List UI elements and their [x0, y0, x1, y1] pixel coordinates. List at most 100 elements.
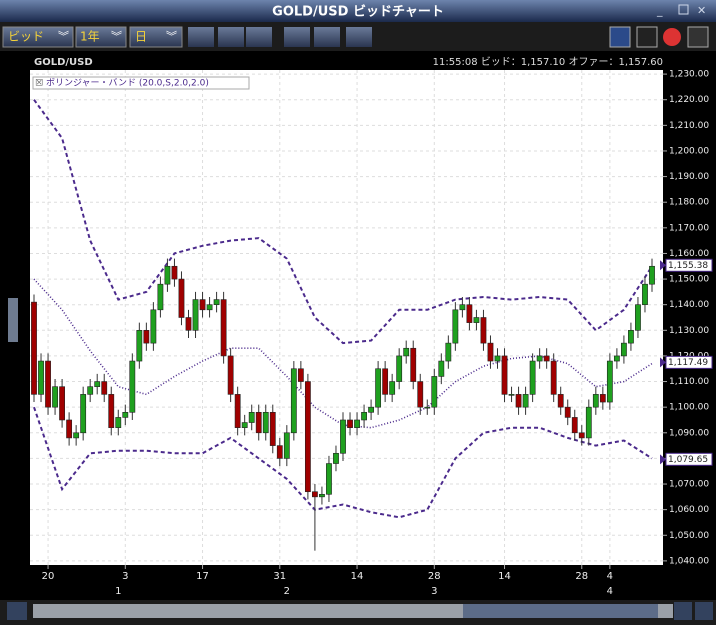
candle-body	[143, 330, 150, 344]
candle-body	[115, 417, 122, 428]
candle-body	[290, 368, 297, 434]
pin-tool[interactable]	[218, 27, 244, 47]
period-select[interactable]	[75, 26, 127, 48]
band-upper	[33, 99, 653, 345]
y-tick-label: 1,190.00	[669, 172, 709, 182]
candle-body	[312, 491, 318, 498]
zoom-in-button[interactable]	[674, 602, 692, 620]
chart: 1,040.001,050.001,060.001,070.001,080.00…	[30, 70, 713, 597]
x-tick-label: 31	[273, 571, 286, 582]
candle-body	[424, 406, 431, 409]
candle-body	[438, 360, 445, 377]
chart-button[interactable]	[636, 26, 658, 48]
print-tool[interactable]	[284, 27, 310, 47]
y-tick-label: 1,170.00	[669, 223, 709, 233]
layout-button[interactable]	[609, 26, 631, 48]
side-tab[interactable]	[8, 298, 18, 342]
minimize-button[interactable]: _	[656, 4, 663, 17]
indicator-tool[interactable]	[314, 27, 340, 47]
candle-body	[642, 283, 648, 305]
quote-info: 11:55:08 ビッド：1,157.10 オファー：1,157.60	[433, 56, 663, 68]
list-button[interactable]	[687, 26, 709, 48]
x-month-label: 4	[607, 586, 613, 597]
price-tag-label: 1,117.49	[668, 358, 708, 368]
candle-body	[255, 411, 262, 434]
candle-body	[108, 394, 115, 428]
y-tick-label: 1,140.00	[669, 300, 709, 310]
x-tick-label: 17	[196, 571, 209, 582]
period-select-label: 1年	[80, 30, 100, 44]
candle-body	[157, 283, 164, 311]
interval-select-label: 日	[135, 30, 147, 44]
candle-body	[487, 342, 494, 362]
candle-body	[31, 301, 37, 395]
price-select-label: ビッド	[8, 30, 44, 44]
candle-body	[649, 265, 655, 285]
x-month-label: 1	[115, 586, 121, 597]
x-tick-label: 28	[575, 571, 588, 582]
candle-body	[199, 299, 206, 311]
candle-body	[283, 432, 290, 459]
candle-body	[73, 432, 80, 439]
y-tick-label: 1,230.00	[669, 70, 709, 80]
candle-body	[628, 330, 634, 344]
candle-body	[389, 381, 396, 395]
y-tick-label: 1,100.00	[669, 403, 709, 413]
candle-body	[613, 355, 620, 362]
candle-body	[333, 452, 339, 464]
candle-body	[122, 411, 129, 418]
candle-body	[234, 394, 241, 428]
candle-body	[592, 394, 599, 408]
candle-body	[262, 411, 269, 434]
candle-body	[297, 368, 304, 382]
candle-body	[543, 355, 550, 362]
candle-body	[136, 330, 143, 362]
price-tag-arrow	[660, 454, 666, 465]
candle-body	[599, 394, 606, 403]
x-month-label: 3	[431, 586, 437, 597]
y-tick-label: 1,150.00	[669, 275, 709, 285]
brush-tool[interactable]	[246, 27, 272, 47]
y-tick-label: 1,210.00	[669, 121, 709, 131]
candle-body	[459, 304, 466, 311]
draw-tool[interactable]	[188, 27, 214, 47]
y-tick-label: 1,090.00	[669, 428, 709, 438]
candle-body	[94, 381, 101, 387]
expand-button[interactable]	[7, 602, 27, 620]
x-tick-label: 14	[351, 571, 364, 582]
candle-body	[606, 360, 613, 403]
candle-body	[635, 304, 641, 331]
y-tick-label: 1,220.00	[669, 95, 709, 105]
price-select[interactable]	[2, 26, 74, 48]
candle-body	[396, 355, 403, 382]
candle-body	[192, 299, 199, 331]
candle-body	[171, 265, 178, 280]
candle-body	[410, 347, 417, 382]
zoom-out-button[interactable]	[695, 602, 713, 620]
candle-body	[304, 381, 311, 493]
candle-body	[150, 309, 157, 344]
close-button[interactable]: ✕	[697, 4, 706, 17]
dropdown-arrow: ︾	[166, 30, 177, 43]
candle-body	[213, 299, 220, 305]
candle-body	[368, 406, 374, 413]
candle-body	[227, 355, 234, 395]
candle-body	[417, 381, 424, 408]
grid-tool[interactable]	[346, 27, 372, 47]
candle-body	[164, 265, 171, 285]
alert-button[interactable]	[663, 28, 681, 46]
maximize-button[interactable]	[678, 4, 689, 15]
y-tick-label: 1,130.00	[669, 326, 709, 336]
symbol: GOLD/USD	[34, 57, 93, 68]
candle-body	[564, 406, 571, 418]
indicator-close: ☒	[35, 79, 43, 89]
candle-body	[621, 342, 627, 357]
scrollbar-thumb[interactable]	[463, 604, 658, 618]
candle-body	[431, 376, 438, 408]
indicator-box	[32, 76, 250, 90]
candle-body	[354, 419, 360, 428]
candle-body	[87, 386, 94, 395]
candle-body	[361, 411, 367, 421]
interval-select[interactable]	[129, 26, 183, 48]
band-lower	[33, 406, 653, 519]
